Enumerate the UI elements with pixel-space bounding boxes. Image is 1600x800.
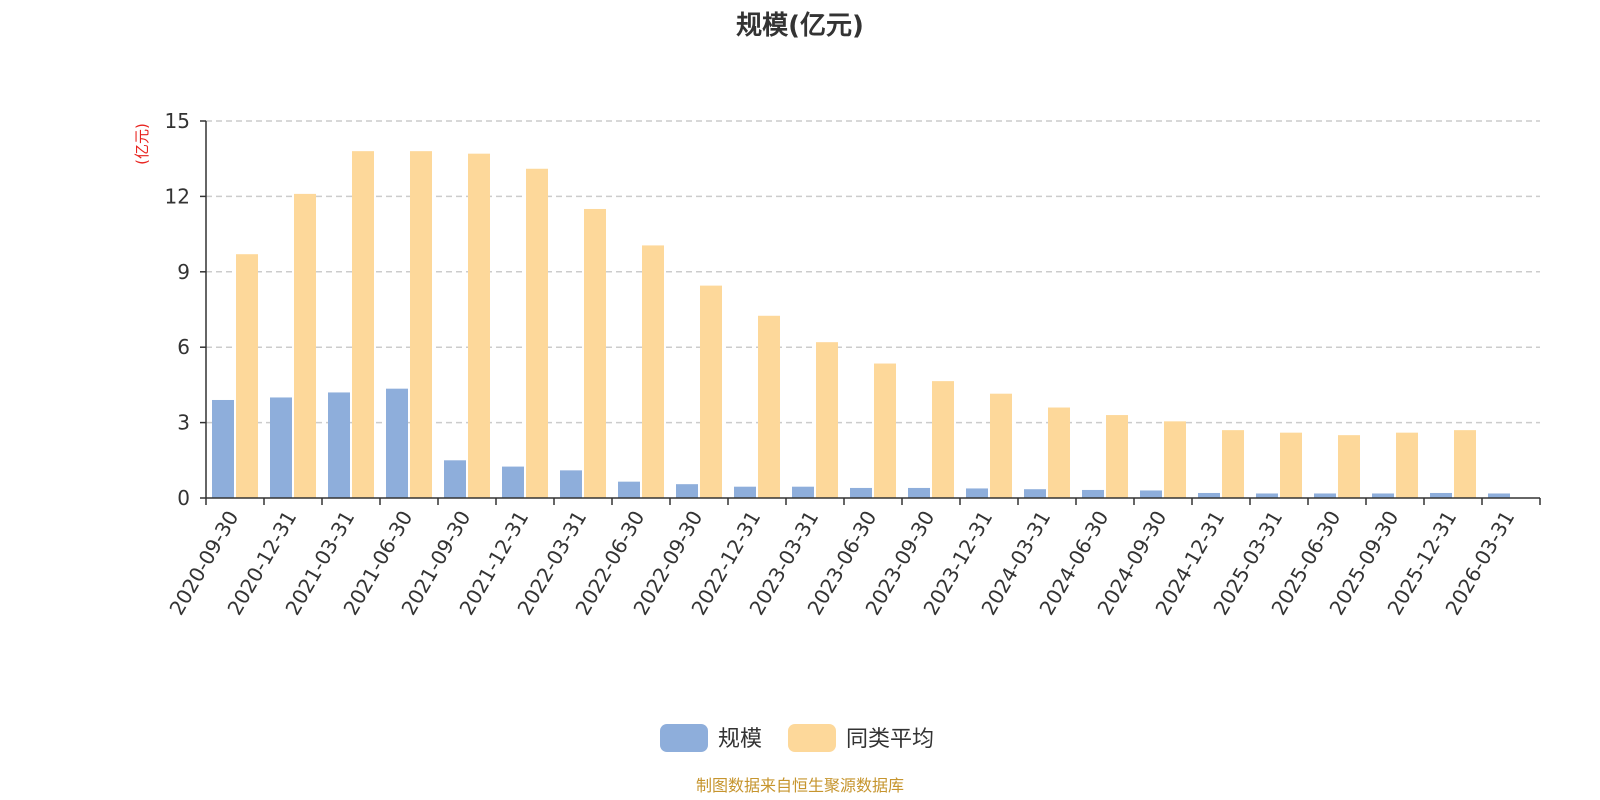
legend: 规模 同类平均: [660, 724, 934, 752]
legend-label: 同类平均: [846, 727, 934, 752]
bar-peer-average: [1048, 407, 1070, 498]
y-tick-label: 0: [177, 486, 190, 510]
x-axis-ticks: 2020-09-302020-12-312021-03-312021-06-30…: [164, 498, 1541, 619]
bar-peer-average: [1338, 435, 1360, 498]
bar-scale: [328, 392, 350, 498]
bar-scale: [1256, 493, 1278, 498]
bar-scale: [850, 487, 872, 498]
bar-peer-average: [816, 342, 838, 498]
bar-peer-average: [1106, 415, 1128, 498]
y-tick-label: 3: [177, 411, 190, 435]
bar-scale: [1140, 490, 1162, 498]
bar-scale: [908, 487, 930, 498]
legend-swatch: [788, 724, 836, 752]
bar-peer-average: [236, 254, 258, 498]
bar-scale: [270, 397, 292, 498]
bar-peer-average: [1280, 432, 1302, 498]
bar-scale: [1488, 493, 1510, 498]
y-tick-label: 12: [165, 184, 190, 208]
bar-scale: [502, 466, 524, 498]
bars-group: [212, 151, 1510, 499]
bar-scale: [618, 481, 640, 498]
bar-scale: [792, 486, 814, 498]
bar-scale: [1372, 493, 1394, 498]
bar-peer-average: [468, 153, 490, 498]
bar-peer-average: [874, 363, 896, 498]
axes: [205, 121, 1540, 499]
bar-peer-average: [758, 315, 780, 498]
y-axis-ticks: 0 3 6 9 12 15: [165, 109, 206, 510]
bar-scale: [1082, 489, 1104, 498]
chart-title: 规模(亿元): [736, 11, 864, 41]
bar-peer-average: [1396, 432, 1418, 498]
bar-scale: [1198, 492, 1220, 498]
bar-peer-average: [1164, 421, 1186, 498]
y-tick-label: 9: [177, 260, 190, 284]
bar-scale: [560, 470, 582, 498]
bar-scale: [966, 488, 988, 498]
bar-scale: [1024, 489, 1046, 498]
bar-peer-average: [1222, 430, 1244, 498]
bar-scale: [734, 486, 756, 498]
bar-scale: [676, 484, 698, 498]
bar-peer-average: [990, 393, 1012, 498]
y-tick-label: 15: [165, 109, 190, 133]
bar-scale: [212, 399, 234, 498]
bar-peer-average: [294, 193, 316, 499]
bar-peer-average: [352, 151, 374, 498]
bar-scale: [1430, 492, 1452, 498]
bar-scale: [1314, 493, 1336, 498]
bar-scale: [444, 460, 466, 498]
legend-swatch: [660, 724, 708, 752]
bar-peer-average: [584, 208, 606, 498]
bar-peer-average: [410, 151, 432, 498]
gridlines: [206, 120, 1540, 424]
bar-peer-average: [526, 168, 548, 498]
source-note: 制图数据来自恒生聚源数据库: [696, 776, 904, 795]
bar-scale: [386, 388, 408, 498]
bar-peer-average: [1454, 430, 1476, 498]
bar-peer-average: [932, 381, 954, 498]
y-axis-unit-label: (亿元): [133, 123, 151, 165]
legend-label: 规模: [718, 727, 762, 752]
bar-peer-average: [642, 245, 664, 498]
bar-peer-average: [700, 285, 722, 498]
y-tick-label: 6: [177, 335, 190, 359]
